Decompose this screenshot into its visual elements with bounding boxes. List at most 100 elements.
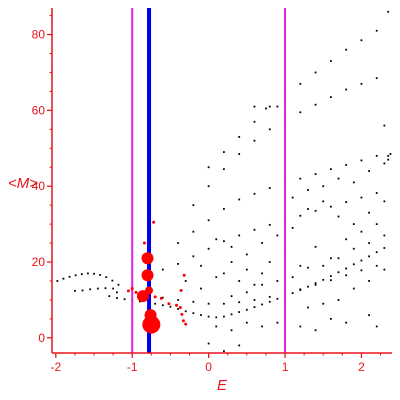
black-data-point (314, 245, 317, 248)
black-data-point (207, 166, 210, 169)
black-data-point (375, 325, 378, 328)
black-data-point (238, 301, 241, 304)
black-data-point (375, 223, 378, 225)
black-data-point (314, 103, 317, 106)
black-data-point (291, 196, 294, 199)
black-data-point (192, 312, 195, 315)
black-data-point (207, 315, 210, 318)
black-data-point (223, 272, 225, 275)
black-data-point (268, 300, 271, 303)
black-data-point (238, 136, 241, 138)
black-data-point (276, 321, 279, 324)
black-data-point (345, 274, 348, 277)
black-data-point (368, 242, 370, 244)
black-data-point (200, 264, 202, 267)
black-data-point (375, 154, 378, 157)
black-data-point (104, 287, 107, 290)
black-data-point (375, 192, 378, 194)
black-data-point (299, 214, 302, 217)
black-data-point (307, 266, 309, 269)
black-data-point (352, 263, 355, 266)
red-data-point (142, 315, 161, 334)
y-tick-label: 40 (32, 179, 46, 193)
black-data-point (291, 276, 294, 279)
black-data-point (56, 280, 59, 282)
black-data-point (387, 158, 390, 161)
black-data-point (368, 314, 370, 316)
black-data-point (238, 198, 241, 201)
black-data-point (215, 325, 218, 328)
red-data-point (180, 312, 184, 316)
black-data-point (383, 124, 386, 127)
black-data-point (230, 261, 233, 263)
black-data-point (223, 151, 225, 153)
black-data-point (352, 181, 355, 184)
black-data-point (352, 223, 355, 225)
black-data-point (161, 268, 164, 271)
black-data-point (116, 291, 118, 294)
red-data-point (153, 295, 157, 299)
black-data-point (329, 279, 332, 282)
black-data-point (337, 215, 340, 218)
red-data-point (141, 269, 154, 282)
black-data-point (345, 321, 348, 324)
black-data-point (268, 128, 271, 131)
x-axis-title: E (217, 377, 228, 394)
black-data-point (62, 277, 65, 280)
black-data-point (375, 251, 378, 254)
black-data-point (345, 164, 348, 166)
black-data-point (223, 302, 225, 305)
x-tick-label: 1 (282, 360, 289, 374)
black-data-point (368, 255, 370, 258)
black-data-point (345, 267, 348, 270)
black-data-point (329, 168, 332, 171)
black-data-point (368, 211, 370, 214)
black-data-point (223, 168, 225, 171)
y-axis-title: <M> (8, 175, 38, 192)
vertical-lines-layer (131, 8, 287, 353)
red-data-point (182, 273, 186, 277)
black-data-point (215, 316, 218, 319)
red-data-point (141, 252, 154, 265)
black-data-point (253, 306, 256, 309)
black-data-point (93, 272, 95, 275)
black-data-point (207, 219, 210, 222)
black-data-point (299, 177, 302, 180)
black-data-point (276, 280, 279, 282)
black-data-point (192, 230, 195, 233)
black-data-point (345, 238, 348, 241)
black-data-point (314, 283, 317, 286)
red-data-point (142, 241, 146, 245)
black-data-point (223, 315, 225, 318)
black-data-point (245, 321, 248, 324)
black-data-point (329, 275, 332, 277)
black-data-point (223, 350, 225, 353)
black-data-point (99, 274, 102, 276)
black-data-point (117, 283, 120, 286)
black-data-point (268, 187, 271, 189)
black-data-point (389, 153, 392, 155)
black-data-point (337, 299, 340, 301)
black-data-point (322, 278, 325, 281)
black-data-point (177, 299, 179, 301)
black-data-point (177, 263, 179, 265)
black-data-point (314, 282, 317, 285)
black-data-point (253, 192, 256, 195)
black-data-point (322, 185, 325, 188)
black-data-point (192, 300, 195, 303)
red-data-point (167, 302, 171, 306)
black-data-point (253, 299, 256, 301)
black-data-point (81, 289, 84, 292)
red-points-layer (126, 220, 188, 334)
black-data-point (177, 242, 179, 244)
black-data-point (169, 305, 172, 308)
red-data-point (159, 296, 163, 300)
black-data-point (238, 153, 241, 155)
black-data-point (337, 177, 340, 180)
black-data-point (360, 82, 363, 85)
black-data-point (368, 170, 370, 172)
black-data-point (307, 208, 309, 210)
y-tick-label: 80 (32, 28, 46, 42)
black-data-point (200, 287, 202, 290)
